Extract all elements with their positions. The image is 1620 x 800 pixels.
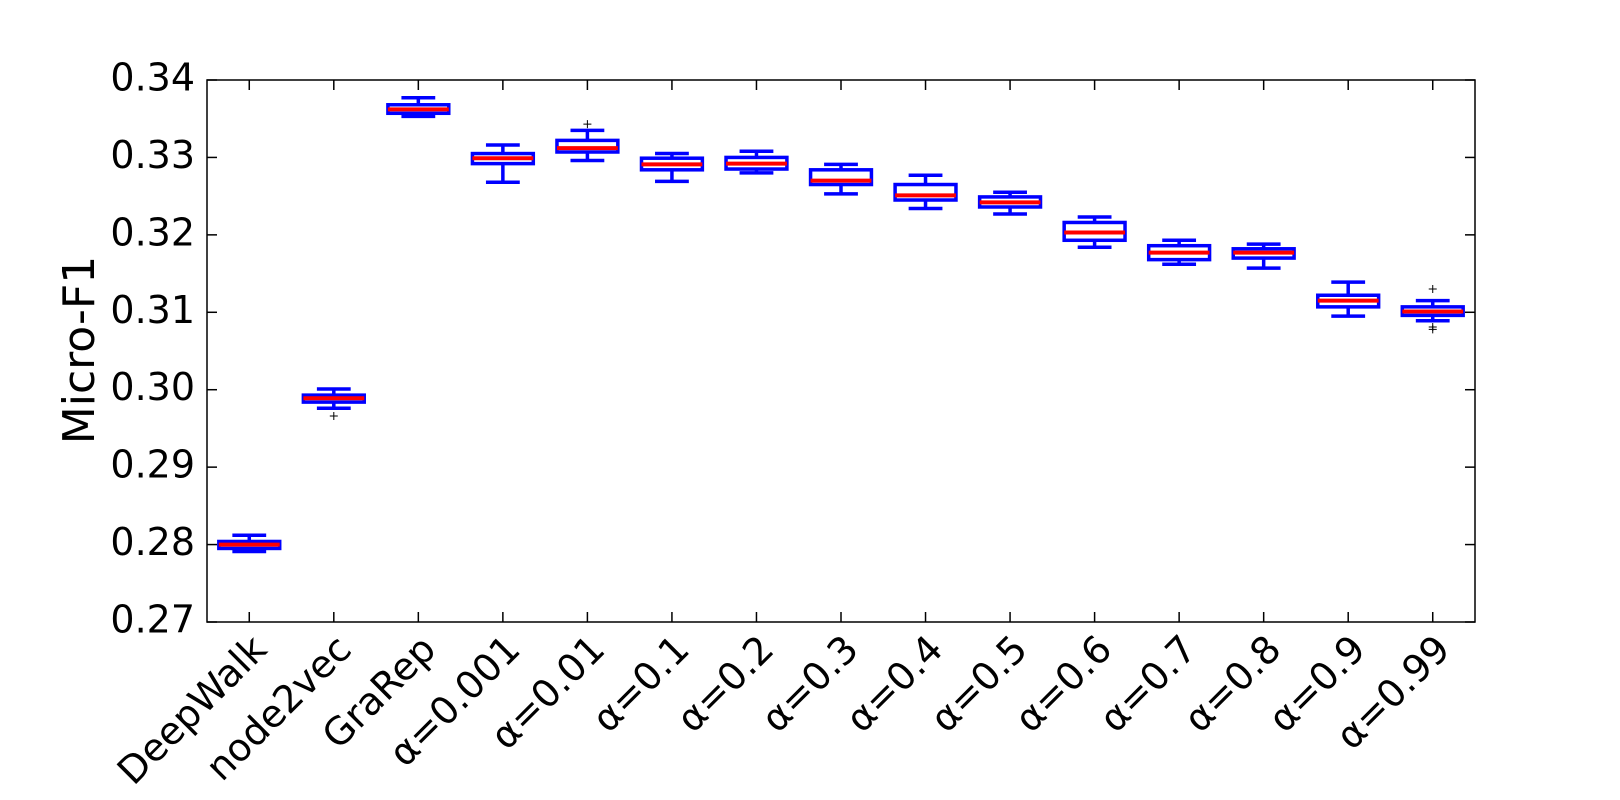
y-axis-label: Micro-F1: [54, 256, 105, 444]
y-tick-label: 0.27: [110, 598, 195, 642]
plot-frame: [206, 79, 1476, 623]
outlier: [1428, 285, 1437, 294]
outlier: [329, 412, 338, 421]
x-tick-label: α=0.3: [753, 627, 867, 741]
y-tick-label: 0.30: [110, 365, 195, 409]
y-tick-label: 0.32: [110, 210, 195, 254]
x-tick-label: α=0.6: [1006, 627, 1120, 741]
y-tick-label: 0.33: [110, 133, 195, 177]
x-tick-label: α=0.1: [584, 627, 698, 741]
x-tick-label: α=0.4: [837, 627, 951, 741]
box: [808, 168, 874, 187]
y-tick-label: 0.29: [110, 443, 195, 487]
box: [893, 182, 958, 202]
y-tick-label: 0.28: [110, 520, 195, 564]
x-tick-label: α=0.5: [922, 627, 1036, 741]
x-tick-label: α=0.2: [668, 627, 782, 741]
y-tick-label: 0.34: [110, 56, 195, 100]
outlier: [1428, 325, 1437, 334]
y-tick-label: 0.31: [110, 288, 195, 332]
x-tick-label: α=0.7: [1091, 627, 1205, 741]
x-tick-label: α=0.8: [1175, 627, 1289, 741]
outlier: [583, 120, 592, 129]
